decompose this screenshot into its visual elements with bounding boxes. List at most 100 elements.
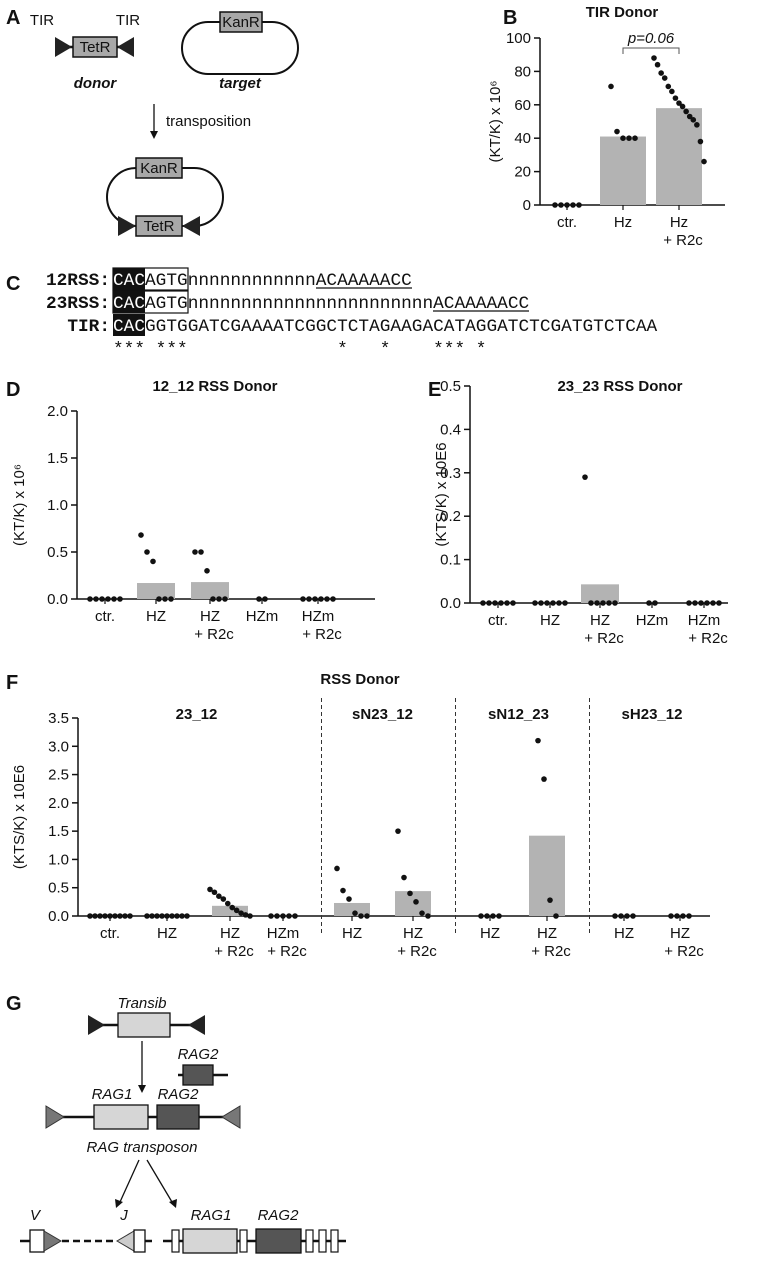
data-point [222,596,228,602]
data-point [169,913,175,919]
x-tick-label: HZm [267,925,300,942]
chart-title: RSS Donor [320,671,399,688]
data-point [600,600,606,606]
y-axis-label: (KTS/K) x 10E6 [11,765,28,869]
data-point [224,900,231,907]
data-point [594,600,600,606]
gene-box [93,1104,149,1130]
seq-label: 23RSS: [46,294,110,314]
data-point [498,600,504,606]
data-point [608,83,614,90]
data-point [159,913,165,919]
y-tick-label: 1.0 [48,851,69,868]
panel-label: E [428,379,441,401]
x-tick-sublabel: + R2c [531,943,571,960]
tir [55,37,72,57]
data-point [87,913,93,919]
panel-label: C [6,273,20,295]
chart-title: TIR Donor [586,4,659,21]
chart-title: 12_12 RSS Donor [152,378,277,395]
spacer: nnnnnnnnnnnn [188,271,316,291]
data-point [654,61,661,68]
gene-box [135,215,183,237]
exon [305,1229,314,1253]
group-label: sH23_12 [622,706,683,723]
x-tick-label: HZ [146,608,166,625]
panel-g: Transib RAG2 RAG1 RAG2 RAG transposon V … [20,995,346,1254]
cac: CAC [113,294,145,314]
data-point [220,896,227,902]
data-point [156,596,162,602]
x-tick-label: HZm [636,612,669,629]
bar [334,902,370,916]
x-tick-label: HZ [537,925,557,942]
data-point [149,913,155,919]
data-point [690,117,697,123]
data-point [340,887,346,894]
bar [191,582,229,599]
data-point [192,549,198,555]
data-point [286,913,292,919]
data-point [683,108,689,115]
data-point [216,893,222,899]
data-point [127,913,133,919]
data-point [207,886,213,893]
tir [117,37,134,57]
data-point [658,70,664,76]
y-tick-label: 0.2 [440,508,461,525]
data-point [552,202,558,208]
y-tick-label: 60 [514,97,531,114]
arrowhead [115,1199,123,1208]
data-point [93,596,99,602]
x-tick-label: HZ [403,925,423,942]
x-tick-label: ctr. [95,608,115,625]
data-point [620,135,626,141]
conservation: *** *** * * *** * [113,340,486,360]
data-point [413,899,419,905]
gene-label: RAG2 [258,1207,300,1224]
data-point [556,600,562,606]
data-point [395,828,401,834]
x-tick-label: HZ [540,612,560,629]
data-point [651,55,657,61]
data-point [247,913,253,919]
data-point [576,202,582,208]
panel-c: 12RSS: CACAGTGnnnnnnnnnnnnACAAAAACC 23RS… [46,267,658,360]
j-segment [133,1229,146,1253]
transposon-label: RAG transposon [87,1139,198,1156]
data-point [312,596,318,602]
x-tick-label: HZm [302,608,335,625]
data-point [407,890,413,897]
cac: CAC [113,317,145,337]
data-point [352,910,358,916]
data-point [710,600,716,606]
data-point [324,596,330,602]
data-point [87,596,93,602]
data-point [562,600,568,606]
data-point [346,896,352,902]
data-point [504,600,510,606]
x-tick-label: ctr. [557,214,577,231]
gene-box [219,11,263,33]
data-point [674,913,680,919]
heptamer: AGTG [145,294,188,314]
segment-label: V [30,1207,42,1224]
data-point [564,202,570,208]
y-tick-label: 3.5 [48,710,69,727]
data-point [582,474,588,480]
gene-box [255,1228,302,1254]
data-point [334,865,340,872]
data-point [553,913,559,919]
data-point [401,874,407,881]
exon [239,1229,248,1253]
x-tick-label: HZ [220,925,240,942]
y-tick-label: 0.0 [47,591,68,608]
y-tick-label: 0.5 [440,378,461,395]
data-point [486,600,492,606]
data-point [198,549,204,555]
x-tick-sublabel: + R2c [194,626,234,643]
data-point [211,889,218,896]
arrowhead [169,1199,177,1208]
data-point [588,600,594,606]
sequence: CACAGTGnnnnnnnnnnnnACAAAAACC [113,271,412,291]
